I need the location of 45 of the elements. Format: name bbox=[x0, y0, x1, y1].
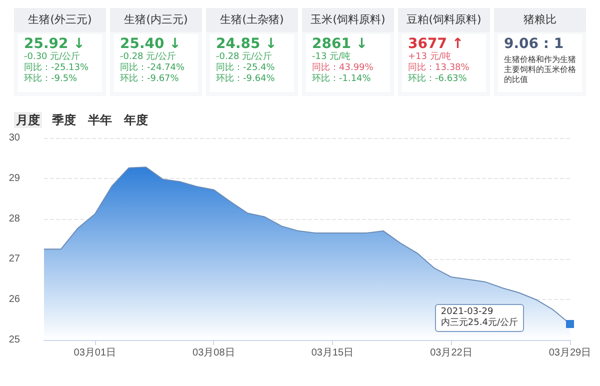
text: 同比：-24.74% bbox=[120, 63, 186, 74]
y-tick-label: 28 bbox=[8, 213, 20, 224]
x-tick-label: 03月29日 bbox=[548, 348, 592, 358]
text: 豆粕(饲料原料) bbox=[398, 8, 490, 32]
text: 同比：-25.4% bbox=[216, 63, 276, 74]
text: -13 元/吨 bbox=[312, 52, 352, 62]
text: 环比：-1.14% bbox=[312, 74, 372, 85]
text: 环比：-9.64% bbox=[216, 74, 276, 85]
text: 环比：-9.5% bbox=[24, 74, 78, 85]
text: 生猪(土杂猪) bbox=[206, 8, 298, 32]
text: 年度 bbox=[122, 112, 149, 128]
text: 9.06 : 1 bbox=[504, 36, 565, 52]
text: 25.40 ↓ bbox=[120, 36, 182, 52]
y-tick-label: 30 bbox=[8, 132, 20, 144]
annotation: 2021-03-29 bbox=[440, 306, 494, 318]
text: 2861 ↓ bbox=[312, 36, 369, 52]
text: 同比：13.38% bbox=[408, 63, 470, 74]
text: 环比：-9.67% bbox=[120, 74, 180, 85]
text: 玉米(饲料原料) bbox=[302, 8, 394, 32]
annotation: 内三元25.4元/公斤 bbox=[440, 318, 518, 329]
text: 生猪价格和作为生猪主要饲料的玉米价格的比值 bbox=[504, 55, 576, 85]
text: -0.28 元/公斤 bbox=[120, 52, 178, 62]
text: 半年 bbox=[87, 112, 113, 128]
text: -0.30 元/公斤 bbox=[24, 52, 82, 62]
text: 同比：43.99% bbox=[312, 63, 374, 74]
y-tick-label: 27 bbox=[8, 254, 20, 265]
text: 猪粮比 bbox=[494, 8, 586, 32]
text: 季度 bbox=[51, 112, 77, 128]
x-tick-label: 03月08日 bbox=[192, 348, 235, 358]
y-tick-label: 29 bbox=[8, 172, 20, 184]
text: 生猪(内三元) bbox=[110, 8, 202, 32]
x-tick-label: 03月15日 bbox=[311, 348, 354, 358]
text: 环比：-6.63% bbox=[408, 74, 468, 85]
text: 24.85 ↓ bbox=[216, 36, 278, 52]
text: +13 元/吨 bbox=[408, 52, 452, 62]
text: 3677 ↑ bbox=[408, 36, 465, 52]
x-tick-label: 03月22日 bbox=[430, 348, 472, 358]
y-tick-label: 26 bbox=[8, 294, 20, 306]
x-tick-label: 03月01日 bbox=[74, 348, 116, 358]
y-tick-label: 25 bbox=[8, 334, 20, 346]
text: 生猪(外三元) bbox=[14, 8, 106, 32]
text: 同比：-25.13% bbox=[24, 63, 90, 74]
text: 25.92 ↓ bbox=[24, 36, 86, 52]
text: 月度 bbox=[14, 112, 42, 128]
text: -0.28 元/公斤 bbox=[216, 52, 274, 62]
